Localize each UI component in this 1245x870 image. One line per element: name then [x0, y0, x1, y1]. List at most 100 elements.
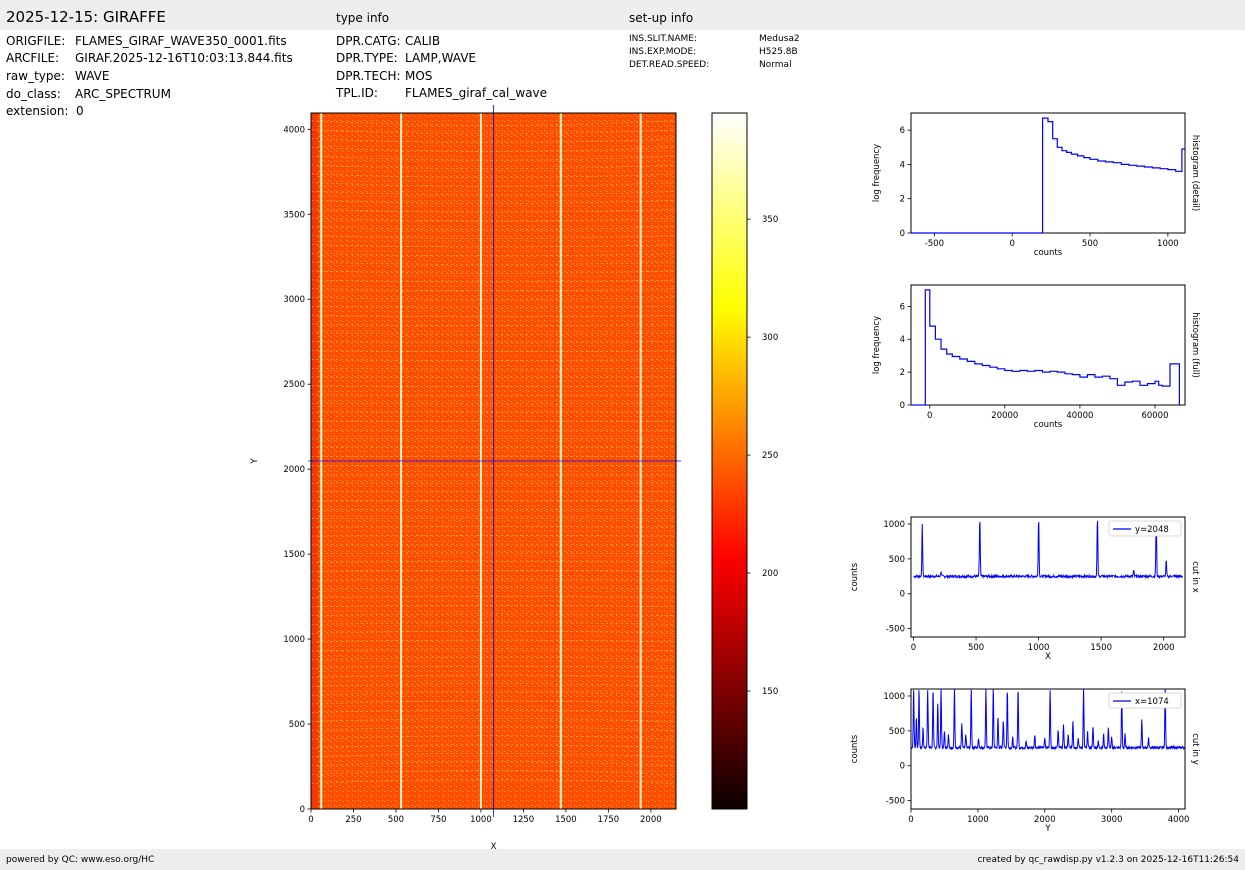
type-info-key: DPR.CATG:: [336, 34, 401, 48]
colorbar-tick-label: 250: [762, 451, 778, 461]
right-axis-label: cut in y: [1190, 733, 1200, 765]
x-tick-label: 4000: [1168, 815, 1190, 825]
x-tick-label: 1000: [967, 815, 989, 825]
y-tick-label: 3500: [283, 210, 305, 220]
plot-frame: [910, 284, 1186, 406]
y-tick-label: 1000: [883, 692, 905, 702]
x-tick-label: -500: [925, 239, 944, 249]
setup-info-key: INS.SLIT.NAME:: [629, 34, 698, 44]
header-band: [0, 0, 1245, 30]
setup-info-value: H525.8B: [759, 47, 798, 57]
x-tick-label: 0: [911, 643, 916, 653]
x-tick-label: 500: [1082, 239, 1098, 249]
y-axis-label: log frequency: [872, 144, 882, 202]
type-info-key: TPL.ID:: [336, 86, 378, 100]
file-info-key: raw_type:: [6, 69, 65, 83]
x-tick-label: 1500: [555, 815, 577, 825]
legend-label: x=1074: [1135, 697, 1169, 707]
y-tick-label: 6: [900, 126, 905, 136]
right-axis-label: histogram (full): [1190, 312, 1200, 378]
y-tick-label: 2500: [283, 380, 305, 390]
plot-frame: [310, 112, 677, 810]
y-tick-label: -500: [886, 625, 905, 635]
y-tick-label: 3000: [283, 295, 305, 305]
cut-series: [913, 520, 1183, 580]
y-tick-label: 4: [900, 160, 905, 170]
colorbar: 150 200 250 300 350: [711, 112, 778, 810]
x-tick-label: 750: [430, 815, 446, 825]
footer-band: [0, 849, 1245, 870]
setup-info-key: DET.READ.SPEED:: [629, 60, 710, 70]
y-axis-label: counts: [850, 562, 860, 591]
type-info-title: type info: [336, 11, 390, 25]
colorbar-tick-label: 200: [762, 569, 778, 579]
y-tick-label: 1500: [283, 550, 305, 560]
type-info-value: CALIB: [405, 34, 441, 48]
histogram-detail-plot: -500 0 500 1000 0 2 4 6 counts log frequency histo…: [872, 112, 1200, 258]
y-axis-label: log frequency: [872, 316, 882, 374]
plot-frame: [910, 112, 1186, 234]
x-tick-label: 2000: [1153, 643, 1175, 653]
x-tick-label: 0: [308, 815, 313, 825]
file-info-key: ORIGFILE:: [6, 34, 66, 48]
y-tick-label: 0: [900, 401, 905, 411]
y-tick-label: 6: [900, 302, 905, 312]
x-tick-label: 1500: [1090, 643, 1112, 653]
y-tick-label: 500: [889, 727, 905, 737]
file-info-key: extension:: [6, 104, 69, 118]
file-info-value: GIRAF.2025-12-16T10:03:13.844.fits: [75, 51, 293, 65]
x-tick-label: 2000: [1034, 815, 1056, 825]
x-tick-label: 20000: [991, 411, 1018, 421]
y-tick-label: -500: [886, 797, 905, 807]
x-tick-label: 1000: [1157, 239, 1179, 249]
right-axis-label: histogram (detail): [1190, 135, 1200, 211]
footer-right: created by qc_rawdisp.py v1.2.3 on 2025-…: [977, 855, 1239, 865]
x-tick-label: 500: [968, 643, 984, 653]
y-tick-label: 2000: [283, 465, 305, 475]
page-title: 2025-12-15: GIRAFFE: [6, 8, 166, 26]
plot-frame: [910, 688, 1186, 810]
file-info-key: do_class:: [6, 87, 61, 101]
raw-image-plot: 0 250 500 750 1000 1250 1500 1750 2000 0 500 1000 15…: [250, 105, 681, 852]
x-tick-label: 250: [345, 815, 361, 825]
y-axis-label: Y: [250, 458, 260, 465]
x-tick-label: 500: [388, 815, 404, 825]
y-tick-label: 0: [900, 762, 905, 772]
y-tick-label: 2: [900, 195, 905, 205]
y-tick-label: 4: [900, 335, 905, 345]
legend-box: [1108, 520, 1182, 537]
y-tick-label: 0: [900, 590, 905, 600]
x-axis-label: counts: [1034, 248, 1063, 258]
y-tick-label: 0: [900, 229, 905, 239]
type-info-value: LAMP,WAVE: [405, 51, 477, 65]
y-tick-label: 500: [889, 555, 905, 565]
legend-label: y=2048: [1135, 525, 1169, 535]
x-tick-label: 1000: [470, 815, 492, 825]
colorbar-tick-label: 350: [762, 215, 778, 225]
x-tick-label: 3000: [1101, 815, 1123, 825]
y-tick-label: 2: [900, 368, 905, 378]
y-axis-label: counts: [850, 734, 860, 763]
setup-info-title: set-up info: [629, 11, 694, 25]
histogram-full-plot: 0 20000 40000 60000 0 2 4 6 counts log frequency h…: [872, 284, 1200, 430]
plot-frame: [910, 516, 1186, 638]
file-info-value: 0: [76, 104, 84, 118]
x-tick-label: 1250: [513, 815, 535, 825]
x-tick-label: 1750: [598, 815, 620, 825]
setup-info-value: Medusa2: [759, 34, 800, 44]
colorbar-gradient: [711, 112, 748, 810]
x-tick-label: 2000: [640, 815, 662, 825]
x-tick-label: 0: [1009, 239, 1014, 249]
file-info-value: ARC_SPECTRUM: [75, 87, 171, 101]
legend-box: [1108, 692, 1182, 709]
type-info-key: DPR.TECH:: [336, 69, 401, 83]
y-tick-label: 1000: [883, 520, 905, 530]
x-axis-label: X: [1045, 652, 1051, 662]
colorbar-tick-label: 150: [762, 687, 778, 697]
x-axis-label: X: [491, 842, 497, 852]
x-tick-label: 0: [927, 411, 932, 421]
colorbar-tick-label: 300: [762, 333, 778, 343]
setup-info-value: Normal: [759, 60, 792, 70]
